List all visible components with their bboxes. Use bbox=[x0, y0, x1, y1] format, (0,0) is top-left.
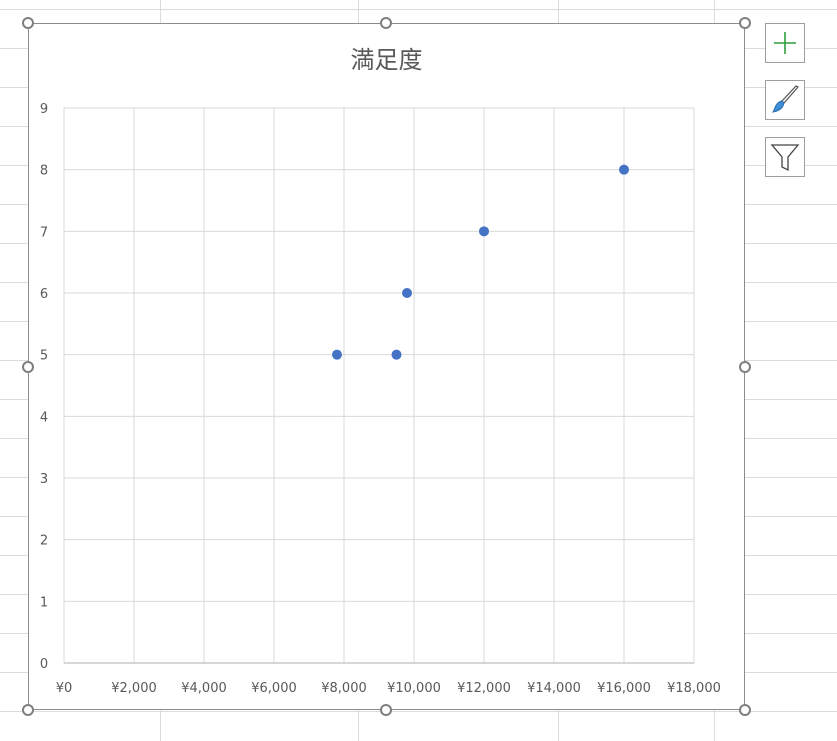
x-tick-label: ¥4,000 bbox=[181, 681, 227, 696]
y-tick-label: 7 bbox=[40, 225, 48, 240]
sheet-row-line bbox=[0, 711, 837, 712]
resize-handle-top-left[interactable] bbox=[22, 17, 34, 29]
y-tick-label: 4 bbox=[40, 410, 48, 425]
x-tick-label: ¥12,000 bbox=[457, 681, 511, 696]
data-point[interactable] bbox=[479, 226, 489, 237]
resize-handle-middle-right[interactable] bbox=[739, 361, 751, 373]
data-point[interactable] bbox=[391, 349, 402, 360]
filter-icon bbox=[770, 144, 800, 172]
resize-handle-middle-left[interactable] bbox=[22, 361, 34, 373]
y-tick-label: 8 bbox=[40, 164, 48, 179]
x-tick-label: ¥6,000 bbox=[251, 681, 297, 696]
x-tick-label: ¥0 bbox=[56, 681, 73, 696]
x-tick-label: ¥18,000 bbox=[667, 681, 721, 696]
resize-handle-top-center[interactable] bbox=[380, 17, 392, 29]
y-tick-label: 3 bbox=[40, 472, 48, 487]
x-tick-label: ¥2,000 bbox=[111, 681, 157, 696]
chart-filters-button[interactable] bbox=[765, 137, 805, 177]
y-tick-label: 2 bbox=[40, 534, 48, 549]
y-tick-label: 5 bbox=[40, 349, 48, 364]
x-tick-label: ¥16,000 bbox=[597, 681, 651, 696]
resize-handle-bottom-center[interactable] bbox=[380, 704, 392, 716]
chart-styles-button[interactable] bbox=[765, 80, 805, 120]
sheet-row-line bbox=[0, 9, 837, 10]
y-tick-label: 0 bbox=[40, 657, 48, 672]
data-point[interactable] bbox=[619, 164, 629, 175]
y-tick-label: 6 bbox=[40, 287, 48, 302]
y-tick-label: 1 bbox=[40, 595, 48, 610]
resize-handle-top-right[interactable] bbox=[739, 17, 751, 29]
chart-title[interactable]: 満足度 bbox=[350, 46, 423, 74]
data-point[interactable] bbox=[332, 349, 342, 360]
x-tick-label: ¥8,000 bbox=[321, 681, 367, 696]
resize-handle-bottom-right[interactable] bbox=[739, 704, 751, 716]
x-tick-label: ¥14,000 bbox=[527, 681, 581, 696]
resize-handle-bottom-left[interactable] bbox=[22, 704, 34, 716]
y-tick-label: 9 bbox=[40, 102, 48, 117]
x-tick-label: ¥10,000 bbox=[387, 681, 441, 696]
plus-icon bbox=[774, 32, 796, 54]
paintbrush-icon bbox=[771, 85, 799, 113]
data-point[interactable] bbox=[402, 288, 412, 298]
chart-elements-button[interactable] bbox=[765, 23, 805, 63]
